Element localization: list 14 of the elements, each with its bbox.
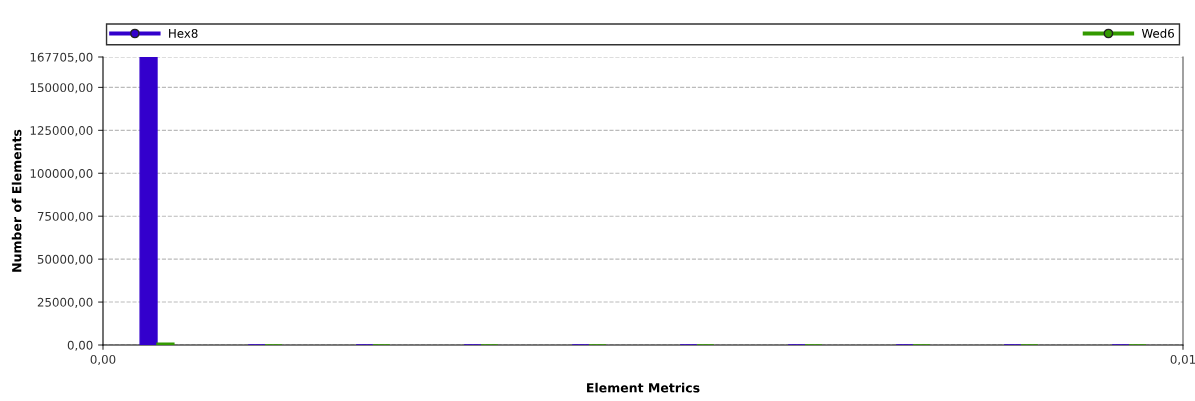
y-tick-label: 75000,00 (37, 211, 93, 223)
y-axis-title: Number of Elements (11, 129, 22, 272)
x-tick-label: 0,01 (1170, 354, 1195, 366)
y-tick-label: 100000,00 (30, 168, 93, 180)
y-tick-label: 125000,00 (30, 126, 93, 137)
y-tick-label: 167705,00 (30, 52, 93, 63)
legend-label: Hex8 (169, 28, 198, 38)
bar (139, 57, 158, 345)
y-tick-label: 0,00 (67, 340, 93, 351)
y-tick-label: 25000,00 (37, 297, 93, 308)
y-tick-label: 150000,00 (30, 83, 93, 94)
x-axis-title: Element Metrics (587, 382, 700, 393)
legend-label: Wed6 (1141, 28, 1174, 38)
y-tick-label: 50000,00 (37, 254, 93, 265)
